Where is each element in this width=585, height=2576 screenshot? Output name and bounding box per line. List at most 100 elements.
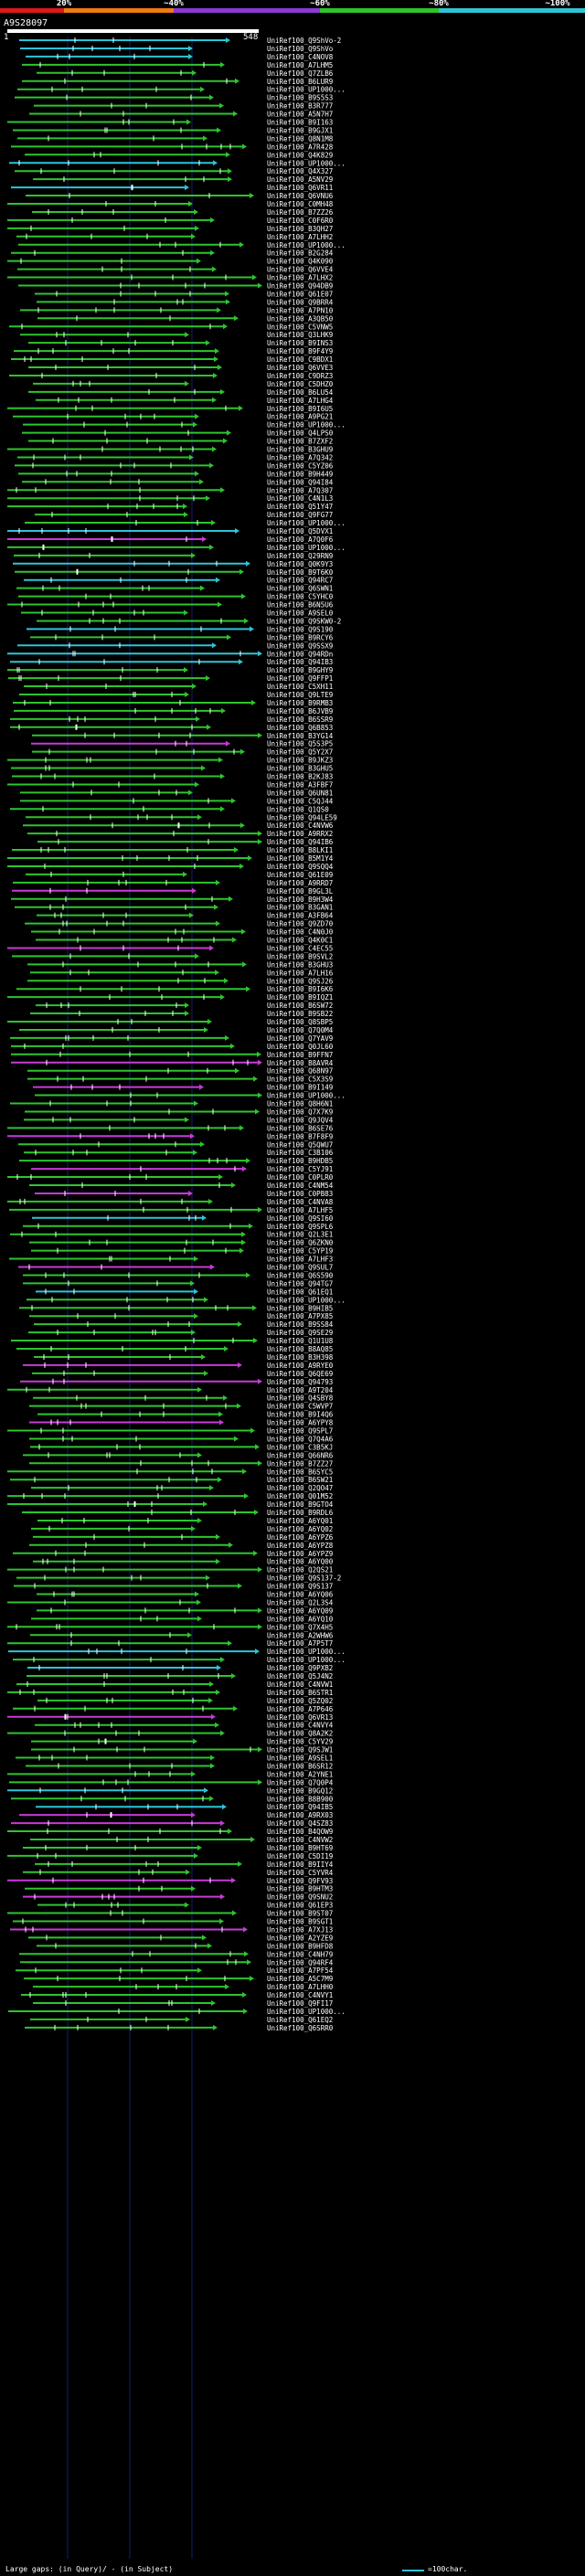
hit-label[interactable]: UniRef100_A7Q342 (267, 453, 333, 461)
hit-row[interactable]: UniRef100_B9H449 (18, 470, 333, 478)
hit-row[interactable]: UniRef100_Q61EP3 (37, 1902, 333, 1910)
hit-label[interactable]: UniRef100_Q9SJW1 (267, 1746, 333, 1754)
hit-label[interactable]: UniRef100_A7LHF5 (267, 1206, 333, 1214)
hit-label[interactable]: UniRef100_B9RDL6 (267, 1509, 334, 1517)
hit-row[interactable]: UniRef100_A7LHF3 (9, 1256, 333, 1264)
hit-row[interactable]: UniRef100_B9T6K0 (15, 568, 334, 577)
hit-row[interactable]: UniRef100_C4N0J0 (31, 928, 334, 937)
hit-label[interactable]: UniRef100_A7LH16 (267, 969, 334, 977)
hit-row[interactable]: UniRef100_Q5ZQ02 (37, 1697, 333, 1705)
hit-label[interactable]: UniRef100_Q6B853 (267, 724, 333, 732)
hit-label[interactable]: UniRef100_Q4K0C1 (267, 937, 333, 945)
hit-label[interactable]: UniRef100_B7F8F9 (267, 1132, 333, 1140)
hit-label[interactable]: UniRef100_C0F6R0 (267, 217, 334, 225)
hit-label[interactable]: UniRef100_A7Q307 (267, 486, 333, 494)
hit-label[interactable]: UniRef100_B6N5U6 (267, 601, 334, 610)
hit-row[interactable]: UniRef100_Q5J4N2 (27, 1672, 333, 1680)
hit-label[interactable]: UniRef100_B4QOW9 (267, 1828, 333, 1836)
hit-row[interactable]: UniRef100_A6YPZ9 (13, 1550, 333, 1558)
hit-row[interactable]: UniRef100_Q9FG77 (35, 511, 333, 519)
hit-label[interactable]: UniRef100_B9GHY9 (267, 666, 333, 674)
hit-row[interactable]: UniRef100_Q7X4H5 (7, 1623, 333, 1631)
hit-label[interactable]: UniRef100_B2KJ83 (267, 773, 333, 781)
hit-label[interactable]: UniRef100_B9SGT1 (267, 1918, 333, 1926)
hit-row[interactable]: UniRef100_Q4K0C1 (36, 937, 333, 945)
hit-label[interactable]: UniRef100_Q7X7K9 (267, 1108, 333, 1116)
hit-row[interactable]: UniRef100_C0PB83 (35, 1190, 333, 1198)
hit-label[interactable]: UniRef100_C5VNW5 (267, 323, 333, 331)
hit-label[interactable]: UniRef100_Q6SWN1 (267, 585, 333, 593)
hit-label[interactable]: UniRef100_B9GQ12 (267, 1786, 333, 1795)
hit-label[interactable]: UniRef100_B9HFD8 (267, 1942, 334, 1950)
hit-row[interactable]: UniRef100_Q9S137 (14, 1583, 333, 1591)
hit-label[interactable]: UniRef100_Q9S137-2 (267, 1574, 341, 1583)
hit-row[interactable]: UniRef100_A2YZE9 (28, 1934, 333, 1942)
hit-row[interactable]: UniRef100_C4NOV8 (26, 53, 334, 61)
hit-label[interactable]: UniRef100_Q7X4H5 (267, 1623, 333, 1631)
hit-row[interactable]: UniRef100_Q7Q4A6 (29, 1435, 334, 1443)
hit-label[interactable]: UniRef100_Q2L3S4 (267, 1598, 334, 1606)
hit-label[interactable]: UniRef100_A5N7H7 (267, 111, 333, 119)
hit-row[interactable]: UniRef100_B7ZZ26 (32, 208, 334, 217)
hit-row[interactable]: UniRef100_Q61EQ1 (36, 1288, 333, 1296)
hit-label[interactable]: UniRef100_Q9BRR4 (267, 298, 334, 306)
hit-label[interactable]: UniRef100_Q5QWU7 (267, 1140, 333, 1149)
hit-label[interactable]: UniRef100_Q3LHK9 (267, 331, 333, 339)
hit-row[interactable]: UniRef100_A9SEL1 (16, 1754, 333, 1763)
hit-label[interactable]: UniRef100_C4NVW2 (267, 1836, 333, 1844)
hit-row[interactable]: UniRef100_Q9SNU2 (23, 1893, 333, 1902)
hit-row[interactable]: UniRef100_UP1000... (25, 519, 346, 527)
hit-row[interactable]: UniRef100_A9RX03 (19, 1811, 333, 1819)
hit-row[interactable]: UniRef100_C4NVW2 (30, 1836, 333, 1844)
hit-row[interactable]: UniRef100_C4NH79 (19, 1950, 333, 1958)
hit-label[interactable]: UniRef100_Q9FI17 (267, 1999, 333, 2008)
hit-row[interactable]: UniRef100_Q2QS21 (7, 1566, 333, 1574)
hit-row[interactable]: UniRef100_Q7Q0P4 (9, 1778, 334, 1786)
hit-row[interactable]: UniRef100_B6SR12 (26, 1762, 333, 1770)
hit-label[interactable]: UniRef100_Q1U1U8 (267, 1337, 334, 1345)
hit-label[interactable]: UniRef100_A6YPY8 (267, 1419, 334, 1427)
hit-row[interactable]: UniRef100_B9S5S3 (15, 94, 333, 102)
hit-label[interactable]: UniRef100_UP1000... (267, 1648, 346, 1656)
hit-row[interactable]: UniRef100_B9F4Y9 (14, 347, 333, 355)
hit-label[interactable]: UniRef100_Q94TG7 (267, 1279, 333, 1288)
hit-label[interactable]: UniRef100_A9SEL1 (267, 1754, 333, 1763)
hit-label[interactable]: UniRef100_Q9SI60 (267, 1214, 334, 1223)
hit-label[interactable]: UniRef100_Q51Y47 (267, 503, 333, 511)
hit-label[interactable]: UniRef100_C5DI19 (267, 1852, 333, 1860)
hit-row[interactable]: UniRef100_A7R428 (11, 143, 334, 151)
hit-row[interactable]: UniRef100_Q0K9Y3 (13, 560, 333, 568)
hit-label[interactable]: UniRef100_Q9LTE9 (267, 691, 333, 699)
hit-row[interactable]: UniRef100_B7ZXF2 (28, 438, 333, 446)
hit-row[interactable]: UniRef100_C4N1L3 (7, 494, 333, 503)
hit-row[interactable]: UniRef100_B3QH27 (7, 225, 333, 233)
hit-label[interactable]: UniRef100_Q9SJ26 (267, 977, 334, 985)
hit-label[interactable]: UniRef100_A2WHW6 (267, 1631, 334, 1639)
hit-row[interactable]: UniRef100_Q9SPL7 (7, 1427, 333, 1436)
hit-label[interactable]: UniRef100_B7ZZ27 (267, 1459, 333, 1468)
hit-row[interactable]: UniRef100_C5QJ44 (20, 797, 334, 805)
hit-row[interactable]: UniRef100_A9RRX2 (27, 830, 333, 838)
hit-row[interactable]: UniRef100_A6YPY8 (29, 1419, 334, 1427)
hit-row[interactable]: UniRef100_Q3LHK9 (20, 331, 333, 339)
hit-row[interactable]: UniRef100_A7P5T7 (7, 1639, 333, 1648)
hit-row[interactable]: UniRef100_C5DI19 (7, 1852, 333, 1860)
hit-label[interactable]: UniRef100_C0PLR0 (267, 1173, 334, 1182)
hit-label[interactable]: UniRef100_A7PX85 (267, 1312, 333, 1320)
hit-label[interactable]: UniRef100_A6YPZ6 (267, 1533, 334, 1542)
hit-label[interactable]: UniRef100_A7LHM5 (267, 61, 333, 69)
hit-label[interactable]: UniRef100_C4NVY4 (267, 1722, 334, 1730)
hit-label[interactable]: UniRef100_C4NVA8 (267, 1198, 334, 1206)
hit-label[interactable]: UniRef100_C5XH11 (267, 683, 333, 691)
hit-label[interactable]: UniRef100_Q66NR6 (267, 1451, 334, 1459)
hit-row[interactable]: UniRef100_Q7X7K9 (25, 1108, 333, 1116)
hit-row[interactable]: UniRef100_Q2QO47 (31, 1484, 333, 1492)
hit-row[interactable]: UniRef100_Q8A2K2 (7, 1730, 333, 1738)
hit-label[interactable]: UniRef100_B9GTO4 (267, 1500, 334, 1509)
hit-label[interactable]: UniRef100_A7P5T7 (267, 1639, 333, 1648)
hit-row[interactable]: UniRef100_B9IQZ1 (7, 993, 333, 1002)
hit-label[interactable]: UniRef100_Q6QE69 (267, 1370, 333, 1378)
hit-label[interactable]: UniRef100_Q9SNU2 (267, 1893, 333, 1902)
hit-label[interactable]: UniRef100_Q6VR11 (267, 184, 333, 192)
hit-row[interactable]: UniRef100_Q2L3E1 (10, 1231, 333, 1239)
